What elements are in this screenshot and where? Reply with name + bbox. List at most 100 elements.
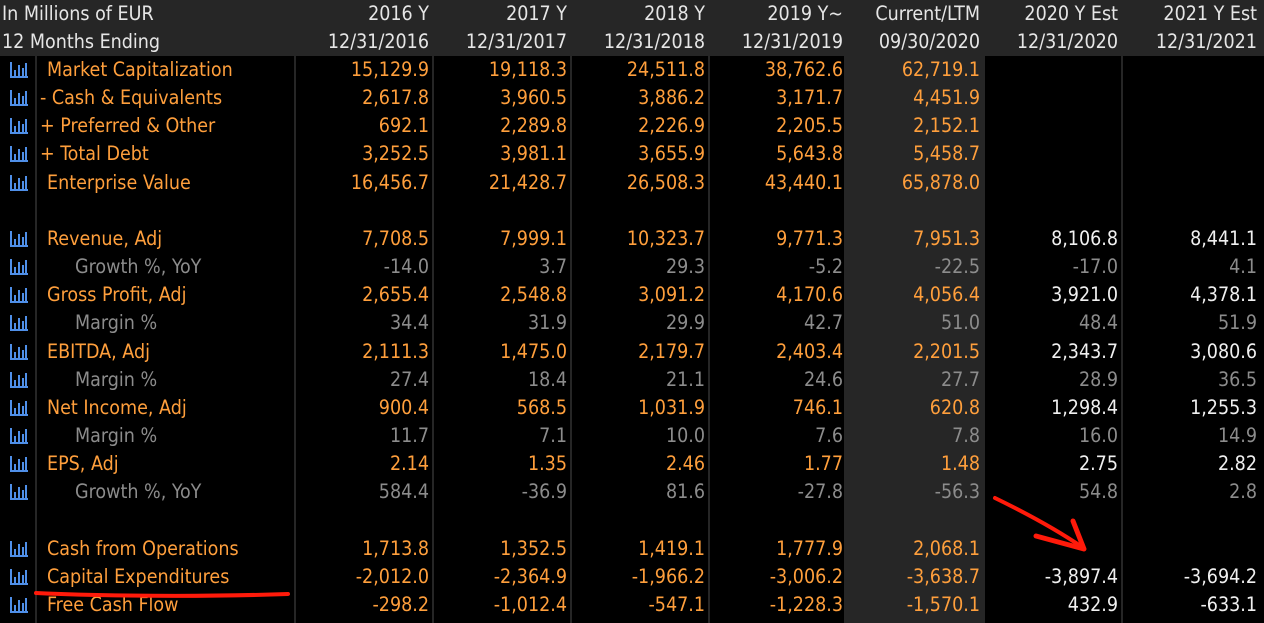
row-label[interactable]: Free Cash Flow (47, 592, 179, 616)
chart-icon[interactable] (10, 315, 28, 332)
cell-2018: 29.3 (665, 255, 705, 279)
column-header-ltm[interactable]: Current/LTM (875, 2, 980, 25)
cell-2018: 3,655.9 (638, 142, 705, 166)
row-label[interactable]: + Preferred & Other (40, 114, 216, 138)
chart-icon[interactable] (10, 287, 28, 304)
chart-icon[interactable] (10, 62, 28, 78)
chart-icon[interactable] (10, 456, 28, 473)
chart-icon[interactable] (10, 118, 28, 135)
header-row-dates: 12 Months Ending 12/31/2016 12/31/2017 1… (0, 28, 1264, 56)
cell-2018: 1,031.9 (638, 395, 705, 419)
cell-2018: 3,886.2 (638, 86, 705, 110)
chart-icon[interactable] (10, 230, 28, 247)
cell-2017: 3,981.1 (500, 142, 567, 166)
cell-2018: 3,091.2 (638, 283, 705, 307)
row-label[interactable]: Net Income, Adj (47, 395, 187, 419)
chart-icon[interactable] (10, 427, 28, 444)
chart-icon[interactable] (10, 146, 28, 163)
cell-2019: 3,171.7 (776, 86, 843, 110)
column-separator (294, 0, 296, 623)
table-row: + Preferred & Other 692.1 2,289.8 2,226.9 2,… (0, 112, 1264, 140)
row-label[interactable]: Margin % (75, 423, 158, 447)
cell-2019: -5.2 (808, 255, 843, 279)
cell-2017: 3,960.5 (500, 86, 567, 110)
cell-2019: 9,771.3 (776, 226, 843, 250)
cell-2021-est: 4.1 (1229, 255, 1257, 279)
column-header-2019[interactable]: 2019 Y~ (767, 2, 843, 25)
chart-icon[interactable] (10, 90, 28, 107)
ltm-column-highlight (846, 56, 983, 623)
cell-2019: 4,170.6 (776, 283, 843, 307)
column-header-2020-est[interactable]: 2020 Y Est (1024, 2, 1118, 25)
cell-2019: -27.8 (797, 480, 843, 504)
column-date-2016: 12/31/2016 (327, 30, 429, 53)
row-label[interactable]: - Cash & Equivalents (40, 86, 223, 110)
row-label[interactable]: EPS, Adj (47, 452, 119, 476)
cell-2020-est: 1,298.4 (1051, 395, 1118, 419)
table-row: Capital Expenditures -2,012.0 -2,364.9 -1,9… (0, 563, 1264, 591)
red-arrow-head (1033, 518, 1087, 552)
row-label[interactable]: Growth %, YoY (75, 480, 202, 504)
cell-2016: 34.4 (389, 311, 429, 335)
chart-icon[interactable] (10, 343, 28, 360)
units-label: In Millions of EUR (2, 2, 154, 25)
red-underline (34, 591, 290, 598)
cell-2017: 19,118.3 (488, 58, 567, 81)
row-label[interactable]: Growth %, YoY (75, 255, 202, 279)
column-header-2016[interactable]: 2016 Y (368, 2, 429, 25)
column-header-2018[interactable]: 2018 Y (644, 2, 705, 25)
column-separator (35, 0, 37, 623)
column-header-2021-est[interactable]: 2021 Y Est (1163, 2, 1257, 25)
cell-2019: -1,228.3 (769, 592, 843, 616)
column-date-2018: 12/31/2018 (603, 30, 705, 53)
cell-ltm: 65,878.0 (901, 170, 980, 194)
cell-2016: 692.1 (378, 114, 429, 138)
chart-icon[interactable] (10, 371, 28, 388)
row-label[interactable]: Enterprise Value (47, 170, 191, 194)
cell-ltm: 2,152.1 (913, 114, 980, 138)
cell-2021-est: 3,080.6 (1190, 339, 1257, 363)
cell-2021-est: 51.9 (1217, 311, 1257, 335)
column-separator (844, 0, 846, 623)
chart-icon[interactable] (10, 259, 28, 276)
column-date-2019: 12/31/2019 (741, 30, 843, 53)
row-label[interactable]: Margin % (75, 311, 158, 335)
chart-icon[interactable] (10, 174, 28, 191)
cell-2020-est: 2,343.7 (1051, 339, 1118, 363)
cell-2016: 2.14 (389, 452, 429, 476)
row-label[interactable]: Capital Expenditures (47, 564, 230, 588)
row-label[interactable]: Revenue, Adj (47, 226, 163, 250)
chart-icon[interactable] (10, 484, 28, 501)
cell-2016: -298.2 (372, 592, 429, 616)
column-separator (570, 0, 572, 623)
row-label[interactable]: EBITDA, Adj (47, 339, 150, 363)
cell-ltm: 5,458.7 (913, 142, 980, 166)
cell-2016: 3,252.5 (362, 142, 429, 166)
cell-2016: 7,708.5 (362, 226, 429, 250)
row-label[interactable]: Gross Profit, Adj (47, 283, 187, 307)
cell-2017: 7.1 (539, 423, 567, 447)
row-label[interactable]: + Total Debt (40, 142, 149, 166)
table-row: Market Capitalization 15,129.9 19,118.3 24,… (0, 56, 1264, 84)
column-header-2017[interactable]: 2017 Y (506, 2, 567, 25)
row-label[interactable]: Market Capitalization (47, 58, 233, 81)
cell-ltm: -22.5 (934, 255, 980, 279)
cell-2020-est: -3,897.4 (1044, 564, 1118, 588)
table-row: Growth %, YoY 584.4 -36.9 81.6 -27.8 -56.3 54.… (0, 478, 1264, 506)
chart-icon[interactable] (10, 540, 28, 557)
row-label[interactable]: Cash from Operations (47, 536, 239, 560)
chart-icon[interactable] (10, 568, 28, 585)
cell-2016: 27.4 (389, 367, 429, 391)
row-label[interactable]: Margin % (75, 367, 158, 391)
cell-2017: 18.4 (527, 367, 567, 391)
chart-icon[interactable] (10, 596, 28, 613)
cell-2018: 29.9 (665, 311, 705, 335)
cell-2016: 15,129.9 (350, 58, 429, 81)
cell-2020-est: 2.75 (1078, 452, 1118, 476)
chart-icon[interactable] (10, 399, 28, 416)
cell-2018: 24,511.8 (626, 58, 705, 81)
cell-2017: -1,012.4 (493, 592, 567, 616)
cell-ltm: -56.3 (934, 480, 980, 504)
cell-2017: 1,352.5 (500, 536, 567, 560)
